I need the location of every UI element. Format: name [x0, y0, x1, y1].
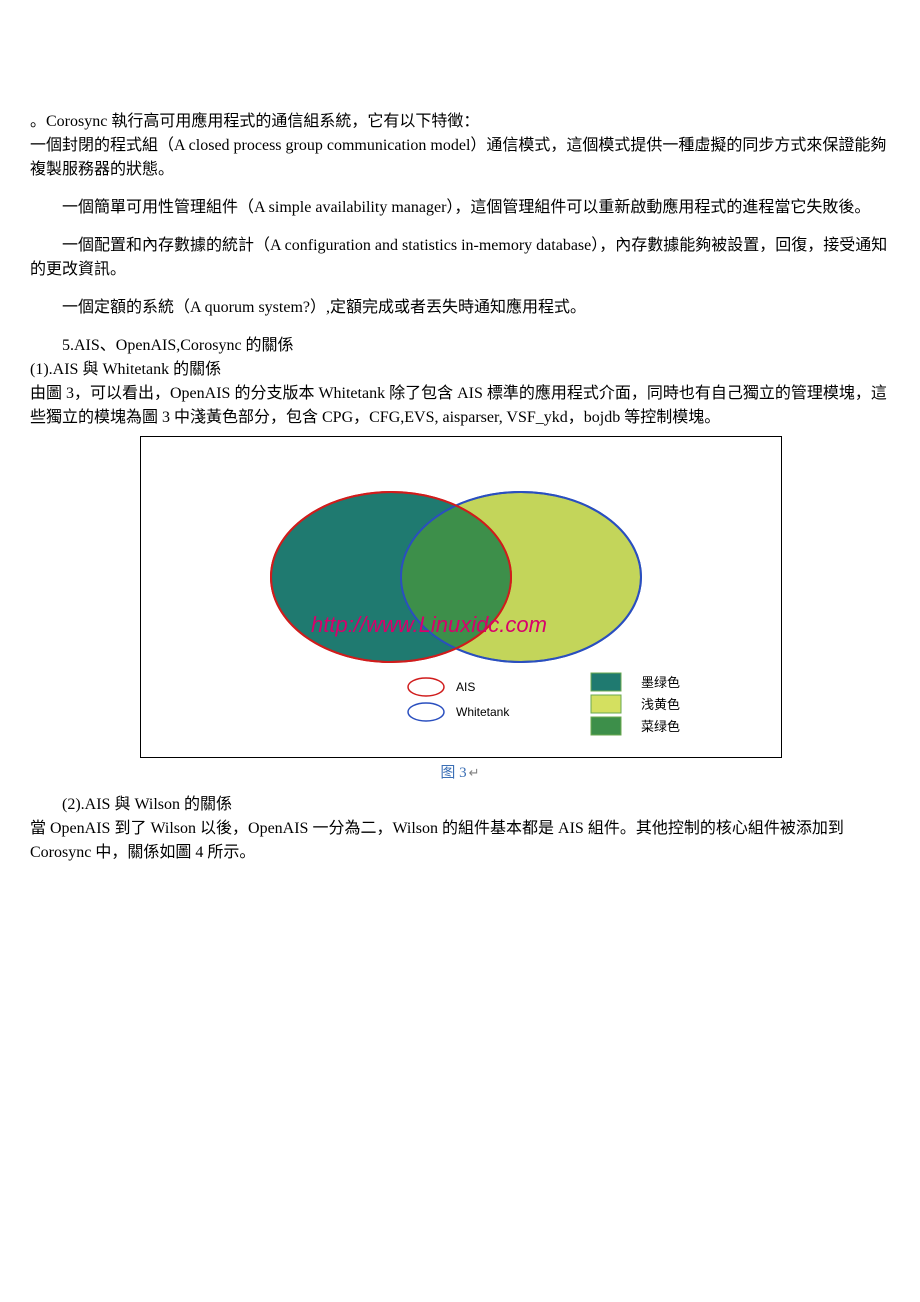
url-overlay: http://www.Linuxidc.com — [311, 612, 547, 637]
paragraph-closed-process-group: 一個封閉的程式組（A closed process group communic… — [30, 134, 890, 182]
paragraph-wilson-desc: 當 OpenAIS 到了 Wilson 以後，OpenAIS 一分為二，Wils… — [30, 817, 890, 865]
paragraph-config-stats-db: 一個配置和內存數據的統計（A configuration and statist… — [30, 234, 890, 282]
legend-label-dark-green: 墨绿色 — [641, 675, 680, 690]
heading-ais-openais-corosync: 5.AIS、OpenAIS,Corosync 的關係 — [30, 334, 890, 358]
figure-caption: 图 3↵ — [30, 762, 890, 785]
venn-diagram: www.bdocx.com http://www.Linuxidc.com AI… — [141, 437, 779, 757]
legend-label-light-yellow: 浅黄色 — [641, 697, 680, 712]
heading-ais-whitetank: (1).AIS 與 Whitetank 的關係 — [30, 358, 890, 382]
legend-swatch-dark-green — [591, 673, 621, 691]
legend-swatch-light-yellow — [591, 695, 621, 713]
legend-swatch-veg-green — [591, 717, 621, 735]
legend-shape-ais — [408, 678, 444, 696]
paragraph-corosync-intro: 。Corosync 執行高可用應用程式的通信組系統，它有以下特徵： — [30, 110, 890, 134]
figure-caption-text: 图 3 — [440, 765, 466, 781]
paragraph-quorum-system: 一個定額的系統（A quorum system?）,定額完成或者丟失時通知應用程… — [30, 296, 890, 320]
legend-shape-ais-label: AIS — [456, 680, 475, 694]
return-mark-icon: ↵ — [469, 765, 480, 780]
document-page: 。Corosync 執行高可用應用程式的通信組系統，它有以下特徵： 一個封閉的程… — [0, 0, 920, 905]
legend-shape-whitetank — [408, 703, 444, 721]
legend-shape-whitetank-label: Whitetank — [456, 705, 510, 719]
paragraph-whitetank-desc: 由圖 3，可以看出，OpenAIS 的分支版本 Whitetank 除了包含 A… — [30, 382, 890, 430]
heading-ais-wilson: (2).AIS 與 Wilson 的關係 — [30, 793, 890, 817]
paragraph-availability-manager: 一個簡單可用性管理組件（A simple availability manage… — [30, 196, 890, 220]
legend-label-veg-green: 菜绿色 — [641, 719, 680, 734]
figure-venn-container: www.bdocx.com http://www.Linuxidc.com AI… — [140, 436, 782, 758]
